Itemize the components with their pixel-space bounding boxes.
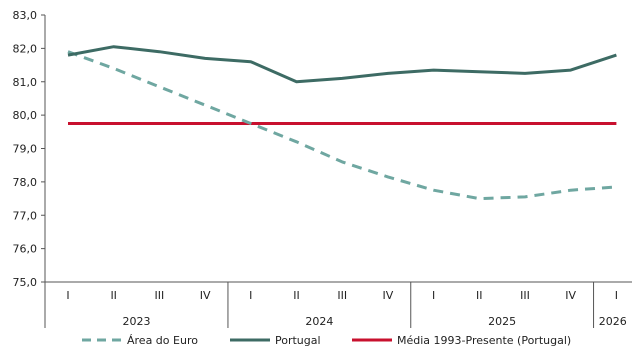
x-tick-label: II: [293, 289, 300, 302]
y-tick-label: 83,0: [13, 9, 38, 22]
x-tick-label: IV: [383, 289, 394, 302]
x-tick-label: I: [432, 289, 435, 302]
x-tick-label: I: [66, 289, 69, 302]
year-label: 2024: [305, 315, 333, 328]
y-tick-label: 78,0: [13, 176, 38, 189]
year-label: 2023: [122, 315, 150, 328]
x-tick-label: IV: [565, 289, 576, 302]
x-tick-label: I: [249, 289, 252, 302]
y-tick-label: 80,0: [13, 109, 38, 122]
x-tick-label: II: [110, 289, 117, 302]
legend: Área do Euro Portugal Média 1993-Presente …: [82, 334, 571, 347]
y-tick-label: 75,0: [13, 276, 38, 289]
x-tick-label: I: [615, 289, 618, 302]
y-tick-label: 76,0: [13, 243, 38, 256]
series-layer: [67, 45, 617, 201]
series-line-portugal: [67, 45, 617, 84]
y-tick-label: 79,0: [13, 143, 38, 156]
series-line-area-do-euro: [67, 50, 617, 201]
y-tick-label: 77,0: [13, 209, 38, 222]
year-label: 2025: [488, 315, 516, 328]
y-tick-label: 82,0: [13, 42, 38, 55]
x-tick-label: III: [155, 289, 165, 302]
x-tick-label: IV: [200, 289, 211, 302]
y-axis: 83,0 82,0 81,0 80,0 79,0 78,0 77,0 76,0 75,0: [13, 9, 46, 289]
x-tick-label: II: [476, 289, 483, 302]
legend-label: Portugal: [275, 334, 321, 347]
x-tick-label: III: [337, 289, 347, 302]
y-tick-label: 81,0: [13, 76, 38, 89]
x-tick-label: III: [520, 289, 530, 302]
legend-label: Média 1993-Presente (Portugal): [397, 334, 571, 347]
year-label: 2026: [599, 315, 627, 328]
legend-label: Área do Euro: [127, 334, 198, 347]
